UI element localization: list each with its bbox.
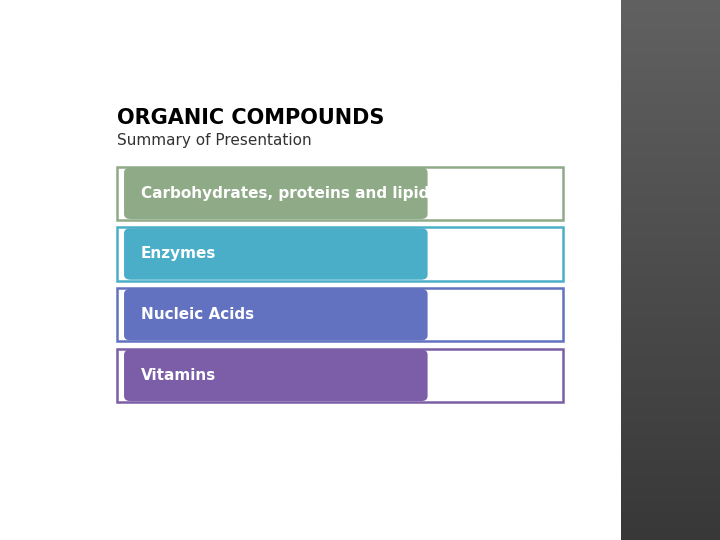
FancyBboxPatch shape — [117, 288, 563, 341]
FancyBboxPatch shape — [117, 349, 563, 402]
Text: Carbohydrates, proteins and lipids: Carbohydrates, proteins and lipids — [141, 186, 438, 201]
Text: Vitamins: Vitamins — [141, 368, 216, 383]
Text: Summary of Presentation: Summary of Presentation — [117, 133, 312, 148]
FancyBboxPatch shape — [117, 167, 563, 220]
FancyBboxPatch shape — [124, 228, 428, 280]
Text: Nucleic Acids: Nucleic Acids — [141, 307, 254, 322]
FancyBboxPatch shape — [124, 350, 428, 401]
Text: Enzymes: Enzymes — [141, 246, 216, 261]
FancyBboxPatch shape — [117, 227, 563, 281]
FancyBboxPatch shape — [124, 289, 428, 340]
FancyBboxPatch shape — [124, 167, 428, 219]
Text: ORGANIC COMPOUNDS: ORGANIC COMPOUNDS — [117, 109, 384, 129]
